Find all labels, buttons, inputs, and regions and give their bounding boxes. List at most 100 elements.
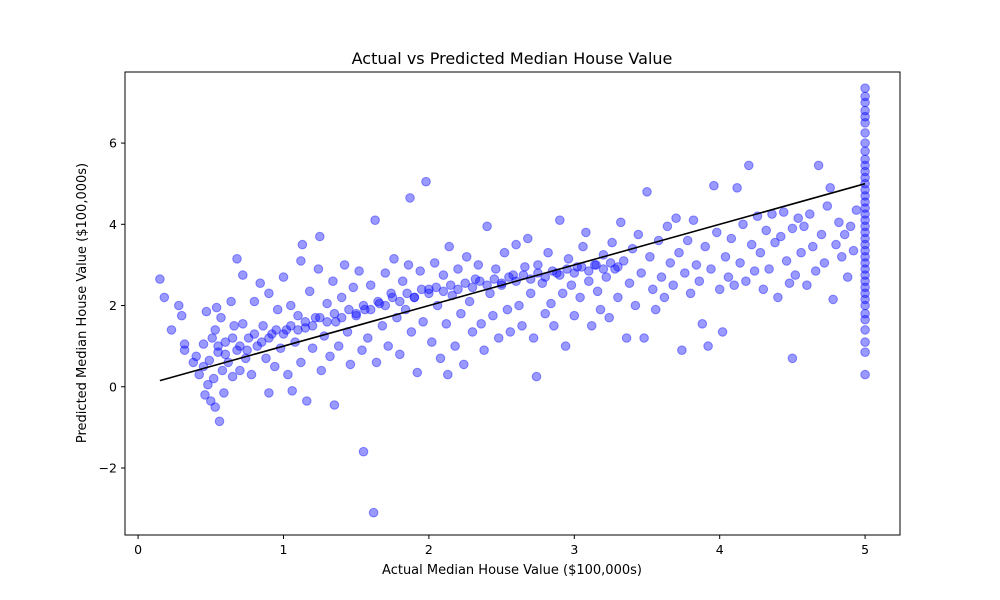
scatter-point <box>650 304 661 315</box>
scatter-point <box>429 258 440 268</box>
scatter-point <box>671 213 681 223</box>
scatter-point <box>220 349 231 360</box>
scatter-point <box>216 312 226 323</box>
scatter-point <box>365 280 376 291</box>
scatter-point <box>808 241 818 252</box>
scatter-point <box>770 237 780 248</box>
scatter-point <box>336 312 347 323</box>
scatter-point <box>386 288 396 299</box>
scatter-point <box>860 209 870 219</box>
scatter-point <box>331 317 341 327</box>
scatter-point <box>604 312 615 323</box>
scatter-point <box>839 229 850 240</box>
scatter-point <box>238 319 248 329</box>
scatter-point <box>204 355 215 366</box>
scatter-point <box>778 207 789 217</box>
scatter-point <box>427 337 437 347</box>
scatter-point <box>278 329 289 339</box>
scatter-point <box>860 282 870 293</box>
scatter-point <box>345 359 356 370</box>
scatter-point <box>717 327 728 337</box>
scatter-point <box>488 310 498 321</box>
scatter-point <box>445 280 456 291</box>
scatter-point <box>842 272 853 282</box>
scatter-point <box>799 221 809 232</box>
scatter-point <box>825 183 836 193</box>
scatter-point <box>787 223 798 234</box>
scatter-points <box>155 83 870 518</box>
scatter-point <box>781 256 792 266</box>
scatter-point <box>563 253 574 264</box>
scatter-point <box>296 357 306 368</box>
scatter-point <box>694 276 705 287</box>
scatter-point <box>358 300 369 311</box>
scatter-point <box>300 323 311 333</box>
scatter-point <box>677 345 687 356</box>
reference-line-group <box>159 182 866 382</box>
scatter-point <box>267 329 277 339</box>
scatter-point <box>344 304 354 315</box>
scatter-point <box>860 308 870 319</box>
scatter-point <box>581 227 591 238</box>
scatter-point <box>368 507 379 518</box>
scatter-point <box>227 371 238 382</box>
scatter-point <box>210 325 220 335</box>
scatter-point <box>415 266 426 276</box>
scatter-point <box>329 400 340 410</box>
scatter-point <box>540 308 551 319</box>
scatter-point <box>246 369 257 380</box>
scatter-point <box>395 349 405 360</box>
scatter-point <box>296 256 306 266</box>
y-tick-label: 4 <box>109 217 117 232</box>
scatter-point <box>191 351 201 362</box>
scatter-point <box>703 341 713 351</box>
scatter-point <box>371 357 382 368</box>
scatter-point <box>598 264 609 274</box>
scatter-point <box>555 215 565 225</box>
scatter-point <box>365 304 376 315</box>
scatter-point <box>208 373 219 384</box>
scatter-point <box>286 300 296 311</box>
scatter-point <box>639 333 649 343</box>
scatter-point <box>485 288 495 299</box>
scatter-point <box>315 231 325 242</box>
scatter-point <box>281 325 292 335</box>
scatter-point <box>459 359 469 370</box>
scatter-point <box>591 260 601 270</box>
scatter-point <box>307 343 318 354</box>
scatter-point <box>569 310 580 321</box>
scatter-point <box>409 292 420 303</box>
scatter-point <box>729 280 740 291</box>
scatter-point <box>816 229 827 240</box>
scatter-point <box>443 369 453 380</box>
scatter-point <box>860 154 870 165</box>
scatter-point <box>226 296 236 307</box>
scatter-point <box>555 270 565 280</box>
scatter-point <box>339 260 350 270</box>
scatter-point <box>688 215 699 225</box>
scatter-point <box>764 264 774 274</box>
x-tick-label: 4 <box>716 542 724 557</box>
scatter-point <box>819 258 830 268</box>
scatter-point <box>264 333 274 343</box>
scatter-point <box>543 247 553 258</box>
scatter-point <box>802 280 812 291</box>
scatter-point <box>418 317 428 327</box>
scatter-point <box>860 118 870 128</box>
scatter-point <box>461 251 472 262</box>
scatter-point <box>633 229 644 240</box>
scatter-point <box>790 270 801 280</box>
scatter-point <box>860 138 870 148</box>
scatter-point <box>645 251 655 262</box>
scatter-point <box>665 258 676 268</box>
scatter-point <box>578 241 588 252</box>
scatter-point <box>322 317 332 327</box>
scatter-point <box>235 341 245 351</box>
scatter-point <box>505 327 516 337</box>
scatter-point <box>860 111 870 122</box>
scatter-point <box>325 351 335 362</box>
scatter-point <box>307 321 318 331</box>
scatter-point <box>682 235 693 246</box>
